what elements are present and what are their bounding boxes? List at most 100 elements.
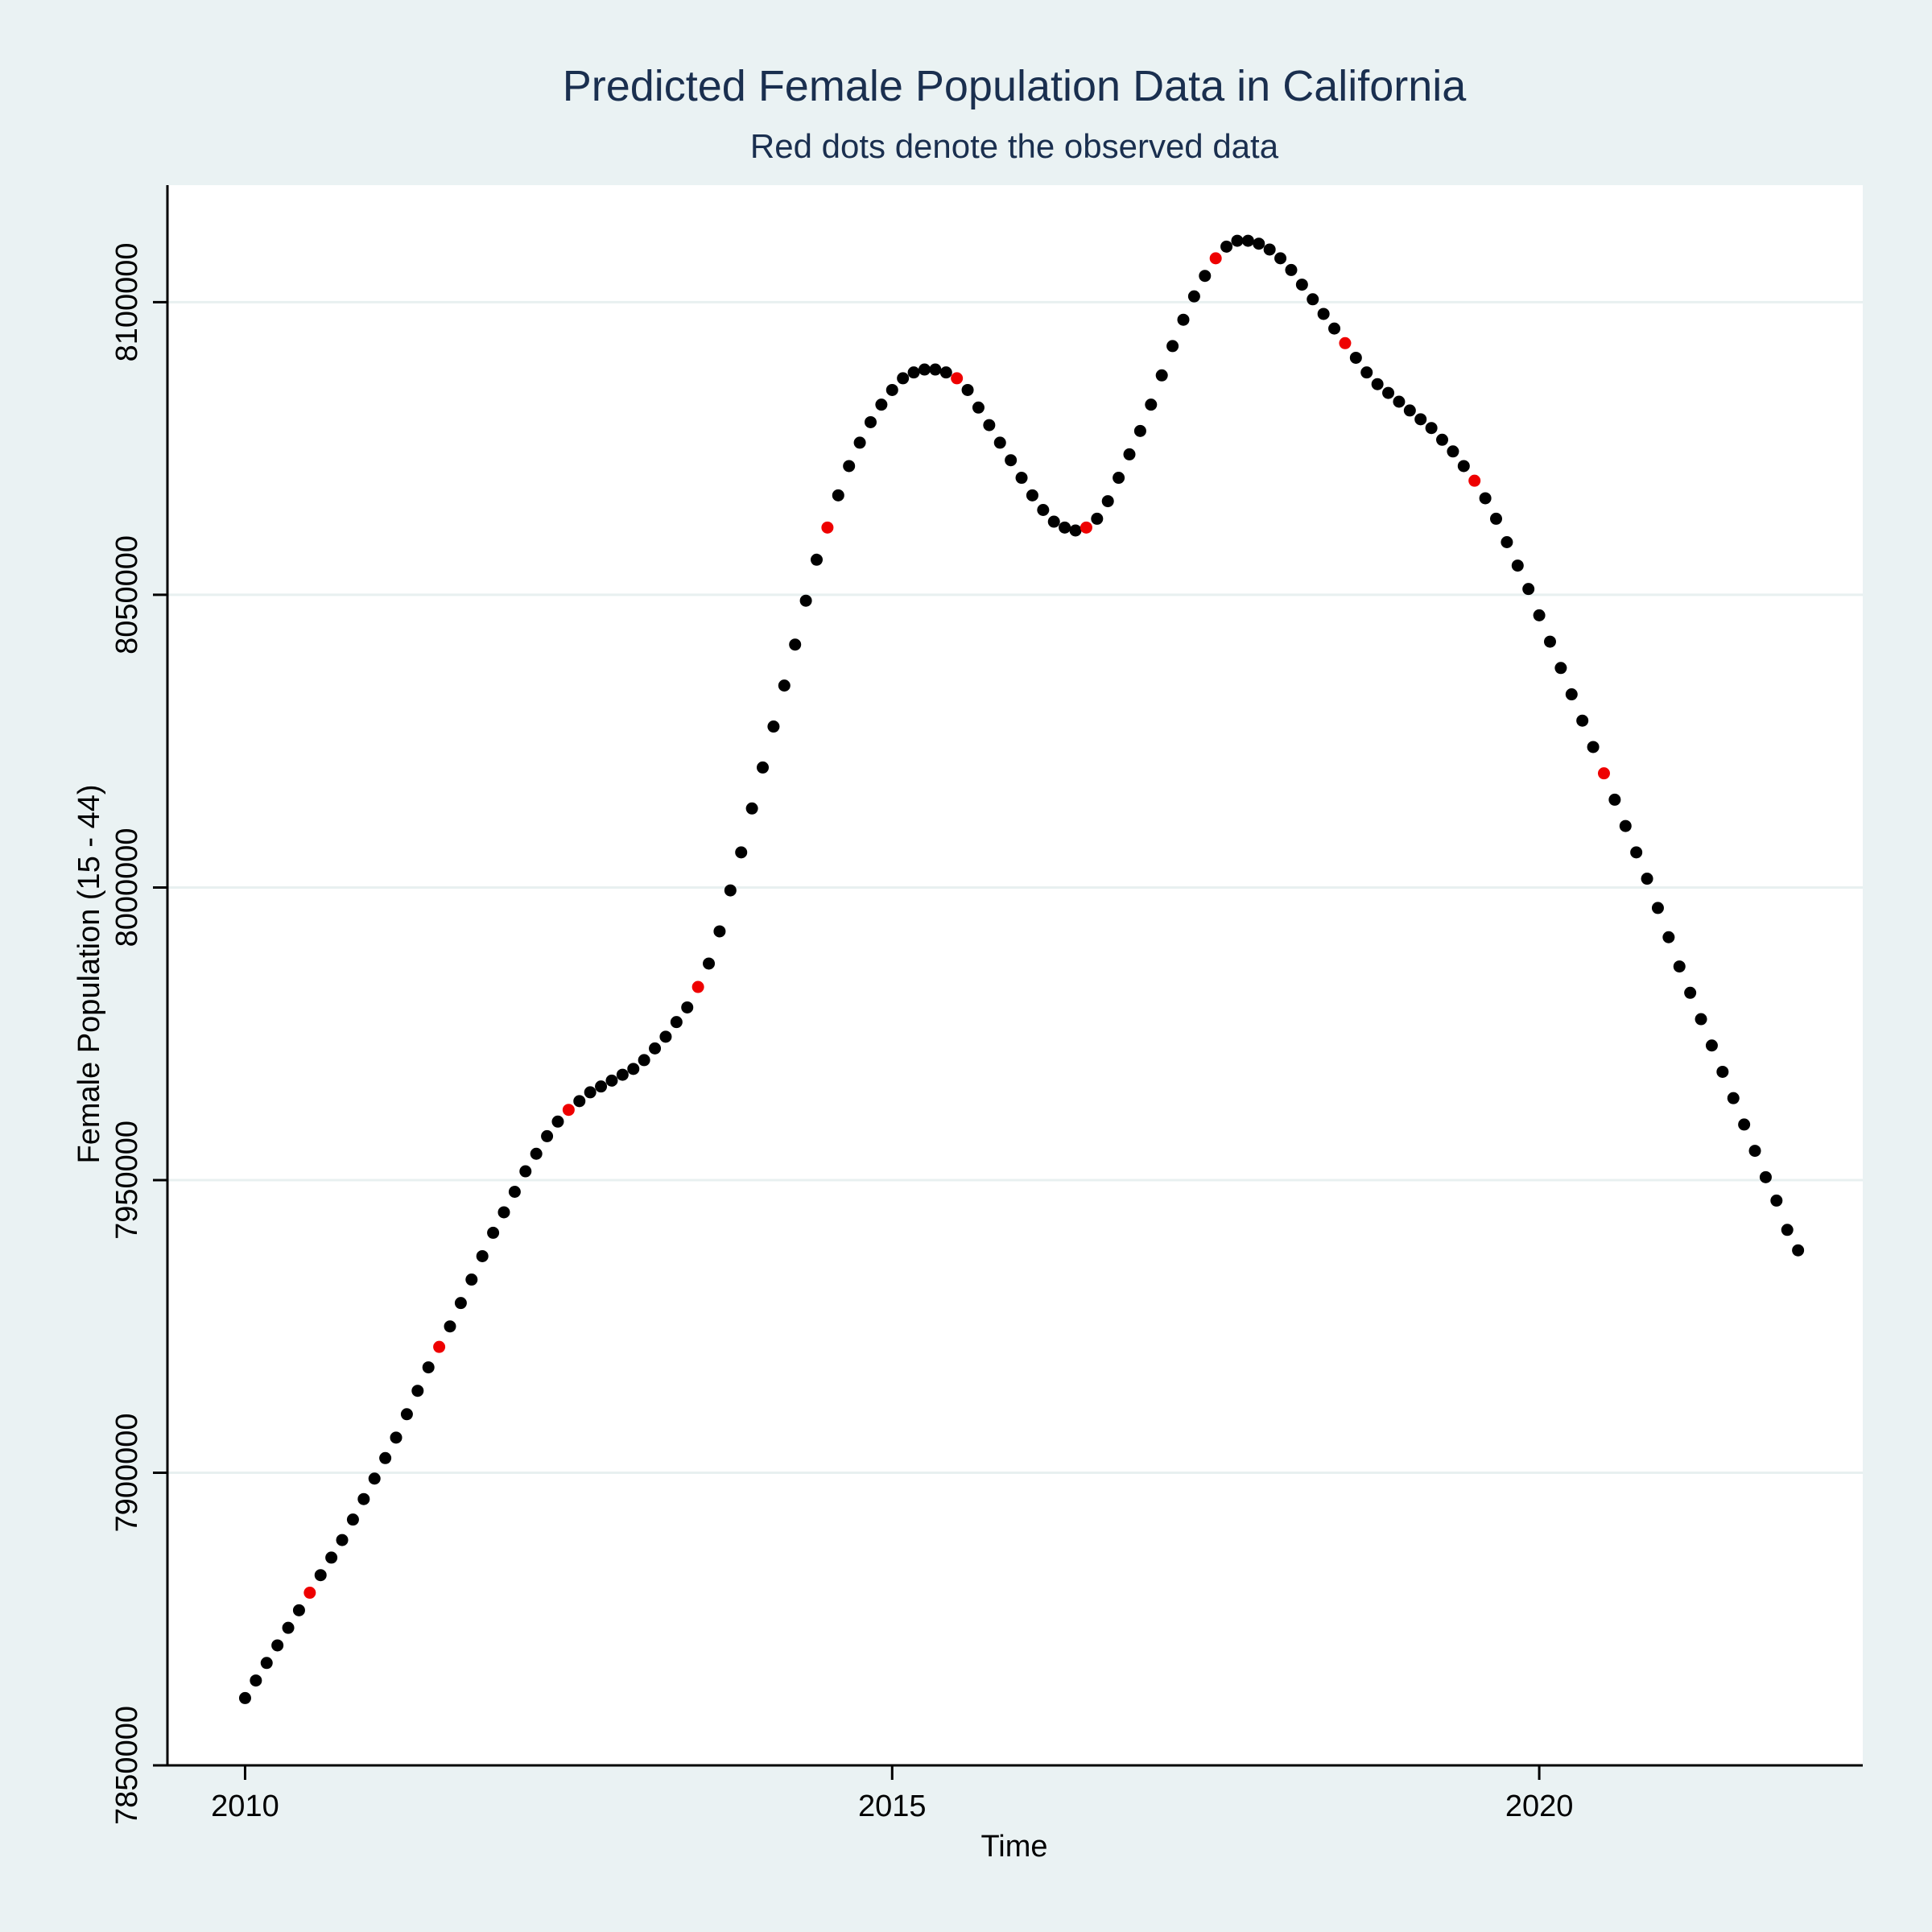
predicted-point — [465, 1274, 478, 1286]
predicted-point — [1263, 243, 1276, 256]
predicted-point — [1059, 521, 1071, 534]
predicted-point — [497, 1206, 510, 1219]
predicted-point — [584, 1086, 597, 1099]
predicted-point — [1522, 583, 1535, 596]
predicted-point — [271, 1639, 284, 1652]
predicted-point — [444, 1320, 456, 1333]
predicted-point — [1662, 931, 1675, 943]
predicted-point — [1037, 504, 1050, 517]
predicted-point — [1253, 237, 1265, 250]
predicted-point — [767, 720, 780, 733]
predicted-point — [724, 884, 737, 897]
predicted-point — [832, 489, 844, 502]
chart-title: Predicted Female Population Data in Cali… — [563, 62, 1468, 110]
predicted-point — [638, 1054, 650, 1067]
predicted-point — [886, 383, 898, 396]
predicted-point — [1533, 609, 1546, 621]
predicted-point — [649, 1042, 662, 1055]
data-points — [238, 234, 1805, 1704]
predicted-point — [1705, 1039, 1718, 1052]
predicted-point — [1295, 279, 1308, 291]
predicted-point — [1436, 433, 1449, 446]
y-tick-label: 7950000 — [110, 1121, 144, 1240]
predicted-point — [897, 372, 910, 385]
predicted-point — [778, 679, 791, 692]
predicted-point — [864, 415, 877, 428]
x-axis-label: Time — [980, 1830, 1047, 1864]
predicted-point — [400, 1408, 413, 1421]
plot-area — [167, 185, 1863, 1765]
predicted-point — [1792, 1244, 1805, 1257]
predicted-point — [1371, 378, 1384, 390]
predicted-point — [250, 1674, 262, 1687]
predicted-point — [1328, 322, 1341, 335]
predicted-point — [1231, 234, 1244, 247]
predicted-point — [238, 1691, 251, 1704]
y-tick-label: 8000000 — [110, 828, 144, 947]
predicted-point — [681, 1001, 694, 1013]
predicted-point — [1651, 902, 1664, 914]
predicted-point — [1641, 873, 1653, 886]
y-tick-label: 8100000 — [110, 242, 144, 361]
predicted-point — [1759, 1170, 1772, 1183]
predicted-point — [1619, 819, 1632, 832]
predicted-point — [1123, 448, 1136, 460]
predicted-point — [1285, 263, 1298, 276]
predicted-point — [1349, 351, 1362, 364]
predicted-point — [357, 1492, 370, 1505]
predicted-point — [487, 1226, 500, 1239]
predicted-point — [1608, 793, 1621, 806]
predicted-point — [627, 1063, 640, 1075]
x-tick-label: 2020 — [1505, 1790, 1574, 1823]
predicted-point — [810, 553, 823, 566]
observed-point — [1080, 521, 1092, 534]
predicted-point — [1727, 1092, 1740, 1104]
observed-point — [1468, 474, 1481, 487]
predicted-point — [659, 1030, 672, 1043]
observed-point — [821, 521, 834, 534]
predicted-point — [1133, 424, 1146, 437]
predicted-point — [1241, 234, 1254, 247]
observed-point — [562, 1104, 575, 1117]
predicted-point — [1199, 270, 1212, 283]
observed-point — [303, 1587, 316, 1600]
predicted-point — [454, 1297, 467, 1310]
predicted-point — [1501, 535, 1513, 548]
observed-point — [951, 372, 964, 385]
predicted-point — [368, 1472, 381, 1485]
predicted-point — [508, 1186, 521, 1199]
predicted-point — [875, 398, 888, 411]
predicted-point — [1554, 662, 1567, 675]
predicted-point — [573, 1095, 586, 1108]
predicted-point — [1447, 445, 1459, 458]
predicted-point — [551, 1115, 564, 1128]
predicted-point — [1155, 369, 1168, 382]
predicted-point — [1630, 846, 1643, 859]
predicted-point — [314, 1569, 327, 1582]
predicted-point — [745, 802, 758, 815]
predicted-point — [346, 1513, 359, 1526]
predicted-point — [1177, 313, 1190, 326]
observed-point — [433, 1340, 446, 1353]
predicted-point — [1576, 714, 1589, 727]
predicted-point — [1166, 340, 1179, 353]
predicted-point — [1673, 960, 1686, 973]
predicted-point — [1113, 472, 1125, 485]
predicted-point — [325, 1551, 338, 1564]
predicted-point — [853, 436, 866, 449]
predicted-point — [390, 1431, 402, 1444]
predicted-point — [1317, 308, 1330, 320]
predicted-point — [918, 363, 931, 376]
predicted-point — [1587, 741, 1600, 753]
predicted-point — [972, 401, 985, 414]
predicted-point — [1748, 1145, 1761, 1158]
predicted-point — [1187, 290, 1200, 303]
predicted-point — [983, 419, 996, 431]
predicted-point — [789, 638, 802, 651]
predicted-point — [1091, 512, 1104, 525]
predicted-point — [757, 761, 770, 774]
predicted-point — [843, 460, 856, 473]
predicted-point — [961, 383, 974, 396]
y-tick-label: 7900000 — [110, 1414, 144, 1533]
predicted-point — [1511, 559, 1524, 572]
